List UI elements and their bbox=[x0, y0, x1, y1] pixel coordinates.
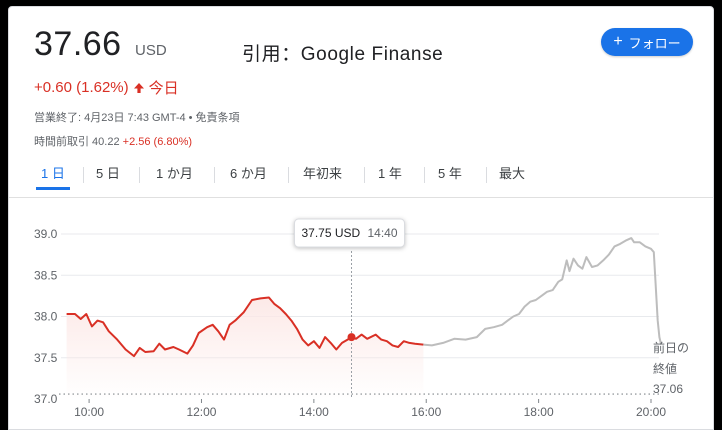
y-tick-label: 38.5 bbox=[34, 268, 58, 282]
x-tick-label: 20:00 bbox=[636, 405, 666, 419]
tab-divider bbox=[214, 167, 215, 183]
premarket-label: 時間前取引 40.22 bbox=[34, 136, 123, 148]
tooltip-time: 14:40 bbox=[368, 226, 398, 240]
tab-divider bbox=[424, 167, 425, 183]
tab-5d[interactable]: 5 日 bbox=[96, 166, 120, 181]
plus-icon: + bbox=[613, 33, 623, 50]
stock-quote-card: 37.66 USD 引用：Google Finanse + フォロー +0.60… bbox=[8, 6, 714, 430]
tooltip-price: 37.75 USD bbox=[302, 226, 361, 240]
x-tick-label: 18:00 bbox=[524, 405, 554, 419]
previous-close-line2: 終値 bbox=[653, 361, 677, 376]
x-tick-label: 10:00 bbox=[74, 405, 104, 419]
y-tick-label: 38.0 bbox=[34, 310, 58, 324]
regular-area-fill bbox=[66, 297, 424, 399]
price-line bbox=[66, 296, 424, 358]
x-tick-label: 14:00 bbox=[299, 405, 329, 419]
tab-divider bbox=[486, 167, 487, 183]
y-tick-label: 37.0 bbox=[34, 392, 58, 406]
tab-max[interactable]: 最大 bbox=[499, 166, 526, 181]
tab-5y[interactable]: 5 年 bbox=[438, 166, 462, 181]
current-price: 37.66 bbox=[34, 25, 122, 63]
previous-close-value: 37.06 bbox=[653, 382, 683, 396]
arrow-up-icon bbox=[133, 82, 144, 93]
hover-point bbox=[347, 333, 356, 342]
follow-button[interactable]: + フォロー bbox=[601, 28, 693, 56]
tabs-divider bbox=[9, 197, 713, 198]
price-change: +0.60 (1.62%) 今日 bbox=[34, 77, 179, 98]
tab-1m[interactable]: 1 か月 bbox=[156, 166, 193, 181]
hover-tooltip bbox=[294, 218, 406, 248]
price-chart[interactable]: 39.0 38.5 38.0 37.5 37.0 10:00 12:00 14:00 16:0… bbox=[9, 7, 713, 429]
top-strip bbox=[0, 0, 722, 6]
tab-divider bbox=[83, 167, 84, 183]
y-tick-label: 39.0 bbox=[34, 227, 58, 241]
currency-label: USD bbox=[135, 42, 167, 59]
tab-divider bbox=[139, 167, 140, 183]
after-hours-line bbox=[423, 237, 663, 347]
tab-6m[interactable]: 6 か月 bbox=[230, 166, 267, 181]
y-tick-label: 37.5 bbox=[34, 351, 58, 365]
x-tick-label: 12:00 bbox=[186, 405, 216, 419]
x-tick-label: 16:00 bbox=[411, 405, 441, 419]
tab-ytd[interactable]: 年初来 bbox=[303, 166, 343, 181]
previous-close-line1: 前日の bbox=[653, 340, 689, 355]
premarket-info: 時間前取引 40.22 +2.56 (6.80%) bbox=[34, 133, 192, 149]
change-value: +0.60 (1.62%) bbox=[34, 79, 129, 96]
tab-divider bbox=[288, 167, 289, 183]
change-period: 今日 bbox=[148, 80, 179, 97]
follow-label: フォロー bbox=[628, 35, 681, 51]
premarket-change: +2.56 (6.80%) bbox=[122, 136, 193, 148]
tab-1y[interactable]: 1 年 bbox=[378, 166, 402, 181]
source-watermark: 引用：Google Finanse bbox=[242, 44, 444, 65]
tab-1d[interactable]: 1 日 bbox=[36, 165, 70, 190]
market-status: 営業終了: 4月23日 7:43 GMT-4 • 免責条項 bbox=[34, 112, 240, 124]
tab-divider bbox=[364, 167, 365, 183]
